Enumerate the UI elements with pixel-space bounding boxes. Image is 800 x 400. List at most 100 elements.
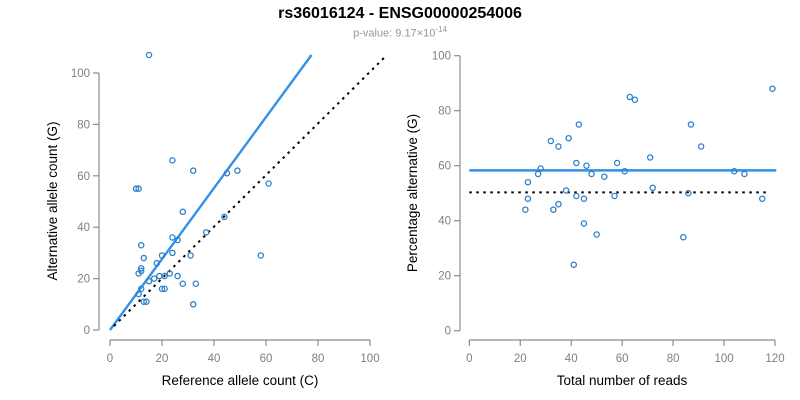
data-point [179,280,187,287]
data-point [562,187,570,194]
data-point [169,157,176,164]
data-point [697,143,705,150]
data-point [550,206,557,213]
x-axis-title: Total number of reads [557,373,688,388]
data-point [583,162,590,169]
data-point [611,192,618,200]
y-tick-label: 40 [438,216,451,228]
y-tick-label: 0 [445,326,451,338]
data-point [166,270,174,277]
y-tick-label: 40 [77,222,90,234]
data-point [161,285,168,293]
data-point [153,259,161,267]
y-tick-label: 100 [71,68,90,80]
data-point [137,241,145,249]
data-point [522,206,529,213]
data-point [524,178,532,186]
y-tick-label: 20 [77,274,90,286]
data-point [631,96,639,103]
data-point [621,167,628,175]
data-point [265,180,272,187]
data-point [223,169,231,177]
data-point [257,252,265,259]
data-point [649,184,656,191]
x-tick-label: 40 [565,353,578,365]
figure-title: rs36016124 - ENSG00000254006 [278,5,522,22]
data-point [680,233,687,241]
data-point [135,290,142,298]
data-point [158,285,166,293]
data-point [534,170,542,178]
y-tick-label: 60 [438,161,451,173]
data-point [192,280,200,287]
data-point [646,154,654,161]
data-point [547,137,555,145]
data-point [565,134,572,142]
data-point [769,85,776,92]
data-point [161,272,168,280]
x-tick-label: 0 [466,353,472,365]
data-point [685,189,692,197]
pvalue-text: p-value: 9.17×10 [353,27,436,40]
data-point [741,170,748,178]
data-point [759,195,766,202]
data-point [158,252,166,259]
data-point [593,231,600,238]
data-point [174,272,181,280]
data-point [524,195,532,202]
pvalue-exponent: -14 [435,25,447,34]
data-point [580,195,588,202]
x-tick-label: 60 [260,353,273,365]
data-point [570,261,577,268]
x-tick-label: 20 [514,353,527,365]
x-tick-label: 20 [156,353,169,365]
x-tick-label: 120 [765,353,784,365]
data-point [137,265,145,272]
data-point [137,285,145,293]
x-tick-label: 80 [312,353,325,365]
data-point [145,277,153,285]
data-point [687,121,695,128]
x-tick-label: 100 [360,353,379,365]
left-scatter-plot: 0 20 40 60 80 100 0 20 40 60 80 100 Reference allele… [45,51,387,388]
data-point [202,229,210,236]
data-point [189,167,197,174]
x-tick-label: 80 [667,353,680,365]
data-point [601,173,608,180]
data-point [730,167,738,175]
data-point [156,272,163,280]
data-point [626,93,634,101]
x-tick-label: 60 [616,353,629,365]
data-point [189,301,197,308]
data-point [179,208,187,216]
data-point [137,267,145,275]
data-point [140,254,148,262]
data-point [140,298,148,305]
data-point [613,159,621,167]
data-point [575,121,583,128]
data-point [145,51,153,59]
data-point [555,200,562,208]
data-point [537,165,544,172]
y-axis-title: Percentage alternative (G) [405,114,420,272]
y-tick-label: 80 [77,119,90,131]
x-tick-label: 100 [714,353,733,365]
y-tick-label: 80 [438,106,451,118]
x-tick-label: 0 [107,353,113,365]
data-point [169,234,176,241]
data-point [580,220,588,227]
regression-line [109,54,313,331]
data-point [135,185,142,192]
data-point [221,213,228,221]
data-point [573,192,580,200]
y-tick-label: 20 [438,271,451,283]
x-tick-label: 40 [208,353,221,365]
identity-line [113,55,387,327]
right-points [522,85,776,268]
data-point [150,275,158,282]
data-point [555,143,562,150]
x-axis-title: Reference allele count (C) [162,373,319,388]
y-tick-label: 60 [77,171,90,183]
